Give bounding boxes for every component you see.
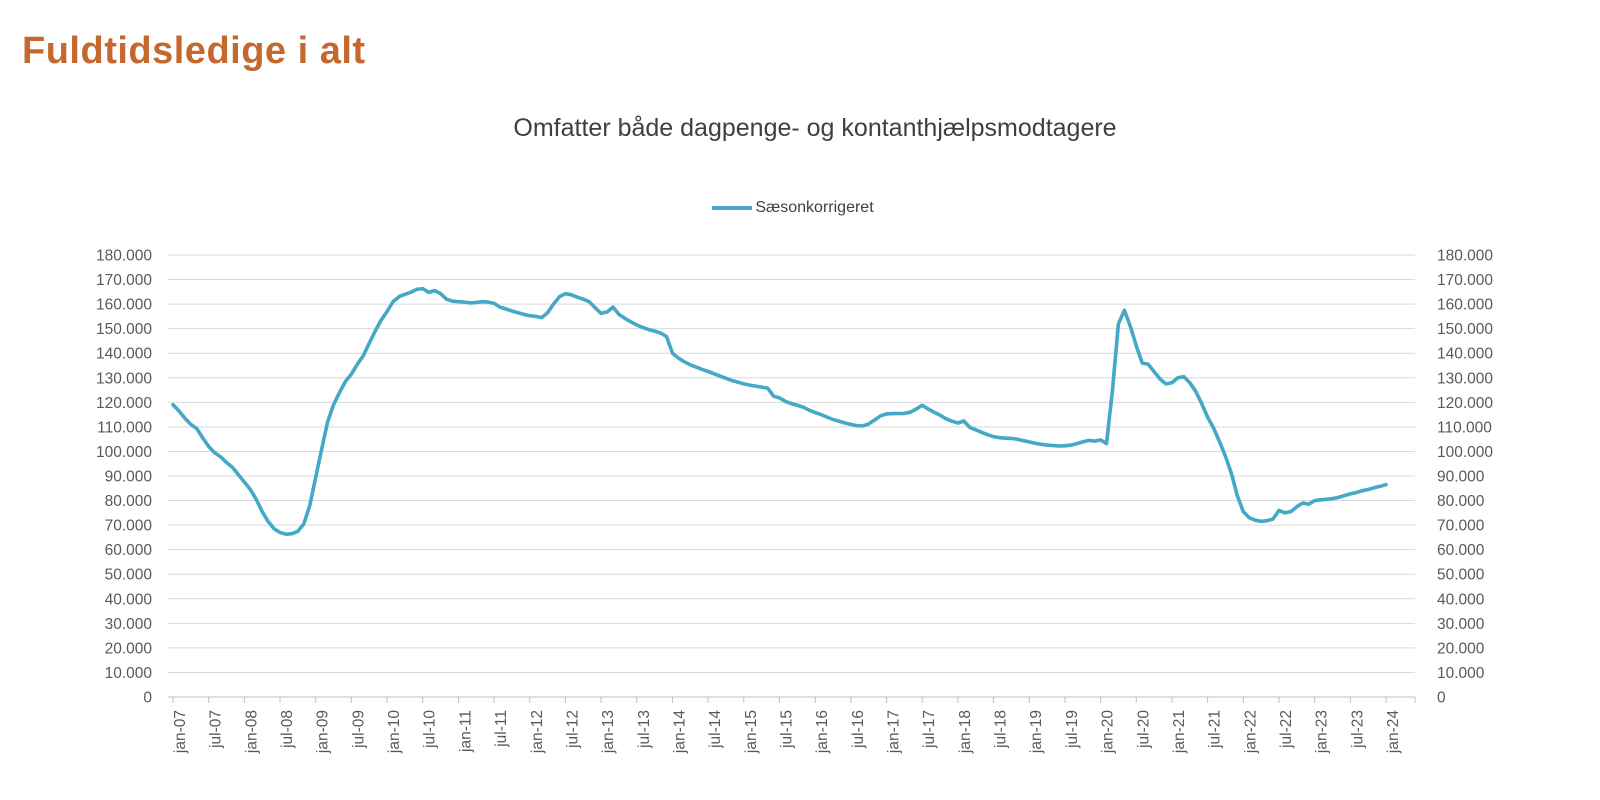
- y-axis-label-left: 170.000: [96, 272, 152, 289]
- y-axis-label-left: 180.000: [96, 248, 152, 265]
- x-axis-label: jul-13: [636, 710, 653, 749]
- x-axis-label: jul-15: [779, 710, 796, 749]
- x-axis-label: jul-11: [493, 710, 510, 748]
- x-axis-label: jul-22: [1278, 710, 1295, 749]
- y-axis-label-right: 10.000: [1437, 665, 1485, 682]
- y-axis-label-right: 100.000: [1437, 444, 1493, 461]
- y-axis-label-right: 130.000: [1437, 370, 1493, 387]
- y-axis-label-right: 180.000: [1437, 248, 1493, 265]
- x-axis-label: jul-10: [422, 710, 439, 749]
- y-axis-label-left: 90.000: [105, 469, 153, 486]
- y-axis-label-right: 170.000: [1437, 272, 1493, 289]
- x-axis-label: jan-17: [886, 710, 903, 754]
- y-axis-label-right: 160.000: [1437, 297, 1493, 314]
- y-axis-label-left: 160.000: [96, 297, 152, 314]
- x-axis-label: jul-23: [1349, 710, 1366, 749]
- page-title: Fuldtidsledige i alt: [22, 30, 366, 72]
- y-axis-label-left: 70.000: [105, 518, 153, 535]
- y-axis-label-left: 80.000: [105, 493, 153, 510]
- x-axis-label: jan-14: [671, 710, 688, 754]
- y-axis-label-left: 100.000: [96, 444, 152, 461]
- x-axis-label: jul-14: [707, 710, 724, 749]
- y-axis-label-right: 110.000: [1437, 419, 1492, 436]
- x-axis-label: jan-24: [1385, 710, 1402, 754]
- x-axis-label: jan-13: [600, 710, 617, 754]
- legend-series-label: Sæsonkorrigeret: [755, 199, 874, 216]
- x-axis-label: jan-11: [457, 710, 474, 753]
- x-axis-label: jul-19: [1064, 710, 1081, 749]
- x-axis-label: jul-07: [208, 710, 225, 749]
- y-axis-label-left: 120.000: [96, 395, 152, 412]
- x-axis-label: jan-22: [1242, 710, 1259, 754]
- y-axis-label-left: 60.000: [105, 542, 153, 559]
- x-axis-label: jan-18: [957, 710, 974, 754]
- x-axis-label: jul-18: [993, 710, 1010, 749]
- chart-subtitle: Omfatter både dagpenge- og kontanthjælps…: [513, 114, 1117, 142]
- x-axis-label: jan-10: [386, 710, 403, 754]
- y-axis-label-left: 130.000: [96, 370, 152, 387]
- y-axis-label-left: 110.000: [97, 419, 152, 436]
- y-axis-label-right: 70.000: [1437, 518, 1485, 535]
- x-axis-label: jan-08: [243, 710, 260, 754]
- y-axis-label-right: 40.000: [1437, 591, 1485, 608]
- x-axis-label: jan-16: [814, 710, 831, 754]
- y-axis-label-right: 140.000: [1437, 346, 1493, 363]
- x-axis-label: jan-19: [1028, 710, 1045, 754]
- y-axis-label-left: 10.000: [105, 665, 153, 682]
- x-axis-label: jul-20: [1135, 710, 1152, 749]
- x-axis-label: jan-12: [529, 710, 546, 754]
- x-axis-label: jul-12: [564, 710, 581, 749]
- x-axis-label: jul-09: [350, 710, 367, 749]
- chart-legend: Sæsonkorrigeret: [170, 199, 1416, 217]
- y-axis-label-right: 0: [1437, 690, 1446, 707]
- x-axis-label: jan-23: [1314, 710, 1331, 754]
- x-axis-label: jan-09: [315, 710, 332, 754]
- y-axis-label-left: 150.000: [96, 321, 152, 338]
- x-axis-label: jul-16: [850, 710, 867, 749]
- x-axis-label: jul-17: [921, 710, 938, 749]
- y-axis-label-left: 140.000: [96, 346, 152, 363]
- y-axis-label-left: 30.000: [105, 616, 153, 633]
- y-axis-label-right: 80.000: [1437, 493, 1485, 510]
- x-axis-label: jul-21: [1207, 710, 1224, 749]
- y-axis-label-right: 90.000: [1437, 469, 1485, 486]
- y-axis-label-right: 50.000: [1437, 567, 1485, 584]
- y-axis-label-left: 20.000: [105, 640, 153, 657]
- series-line-saesonkorrigeret: [171, 286, 1388, 537]
- y-axis-label-right: 20.000: [1437, 640, 1485, 657]
- y-axis-label-right: 30.000: [1437, 616, 1485, 633]
- y-axis-label-left: 50.000: [105, 567, 153, 584]
- y-axis-label-right: 60.000: [1437, 542, 1485, 559]
- x-axis-label: jan-21: [1171, 710, 1188, 754]
- y-axis-label-right: 150.000: [1437, 321, 1493, 338]
- x-axis-label: jan-07: [172, 710, 189, 754]
- y-axis-label-right: 120.000: [1437, 395, 1493, 412]
- x-axis-label: jan-15: [743, 710, 760, 754]
- x-axis-label: jul-08: [279, 710, 296, 749]
- x-axis-label: jan-20: [1100, 710, 1117, 754]
- y-axis-label-left: 0: [143, 690, 152, 707]
- y-axis-label-left: 40.000: [105, 591, 153, 608]
- legend-line-marker-icon: [712, 206, 753, 210]
